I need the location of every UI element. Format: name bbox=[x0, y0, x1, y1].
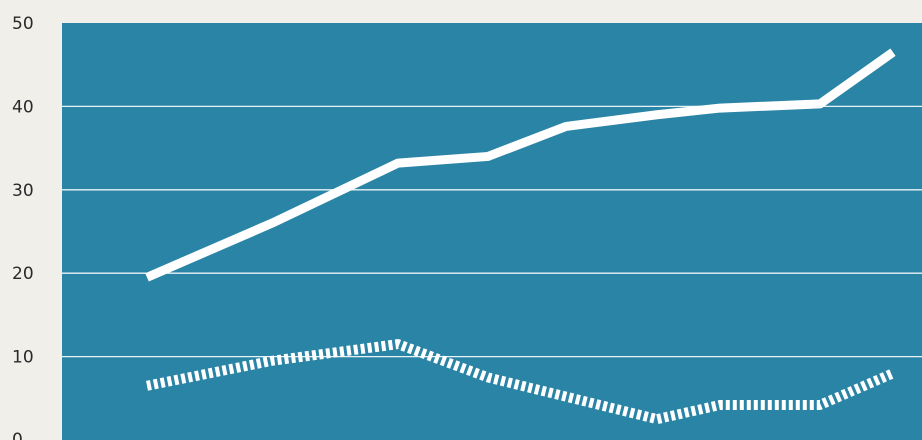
series-line-solid bbox=[145, 48, 896, 282]
y-axis: 0 10 20 30 40 50 bbox=[12, 14, 34, 440]
gridlines bbox=[62, 105, 922, 358]
y-tick-label: 20 bbox=[12, 264, 34, 284]
y-tick-label: 0 bbox=[12, 430, 23, 440]
plot-area bbox=[62, 23, 922, 440]
series-line-dotted bbox=[146, 339, 895, 425]
y-tick-label: 40 bbox=[12, 97, 34, 117]
series-layer bbox=[145, 48, 896, 425]
y-tick-label: 10 bbox=[12, 348, 34, 368]
y-tick-label: 30 bbox=[12, 181, 34, 201]
plot-background bbox=[62, 23, 922, 440]
y-tick-label: 50 bbox=[12, 14, 34, 34]
